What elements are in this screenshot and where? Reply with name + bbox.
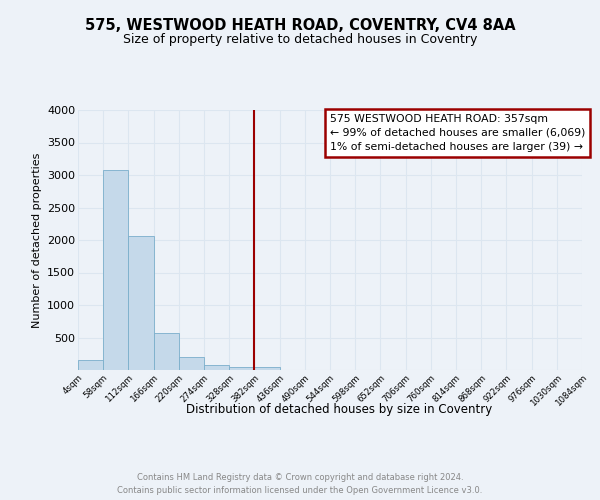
Bar [254,368,280,370]
Text: Distribution of detached houses by size in Coventry: Distribution of detached houses by size … [186,402,492,415]
Text: Contains public sector information licensed under the Open Government Licence v3: Contains public sector information licen… [118,486,482,495]
Bar [229,367,254,370]
Bar [154,333,179,370]
Bar [78,360,103,370]
Text: Size of property relative to detached houses in Coventry: Size of property relative to detached ho… [123,32,477,46]
Bar [179,357,204,370]
Bar [204,365,229,370]
Bar [128,236,154,370]
Text: Contains HM Land Registry data © Crown copyright and database right 2024.: Contains HM Land Registry data © Crown c… [137,472,463,482]
Text: 575 WESTWOOD HEATH ROAD: 357sqm
← 99% of detached houses are smaller (6,069)
1% : 575 WESTWOOD HEATH ROAD: 357sqm ← 99% of… [330,114,586,152]
Bar [103,170,128,370]
Text: 575, WESTWOOD HEATH ROAD, COVENTRY, CV4 8AA: 575, WESTWOOD HEATH ROAD, COVENTRY, CV4 … [85,18,515,32]
Y-axis label: Number of detached properties: Number of detached properties [32,152,41,328]
